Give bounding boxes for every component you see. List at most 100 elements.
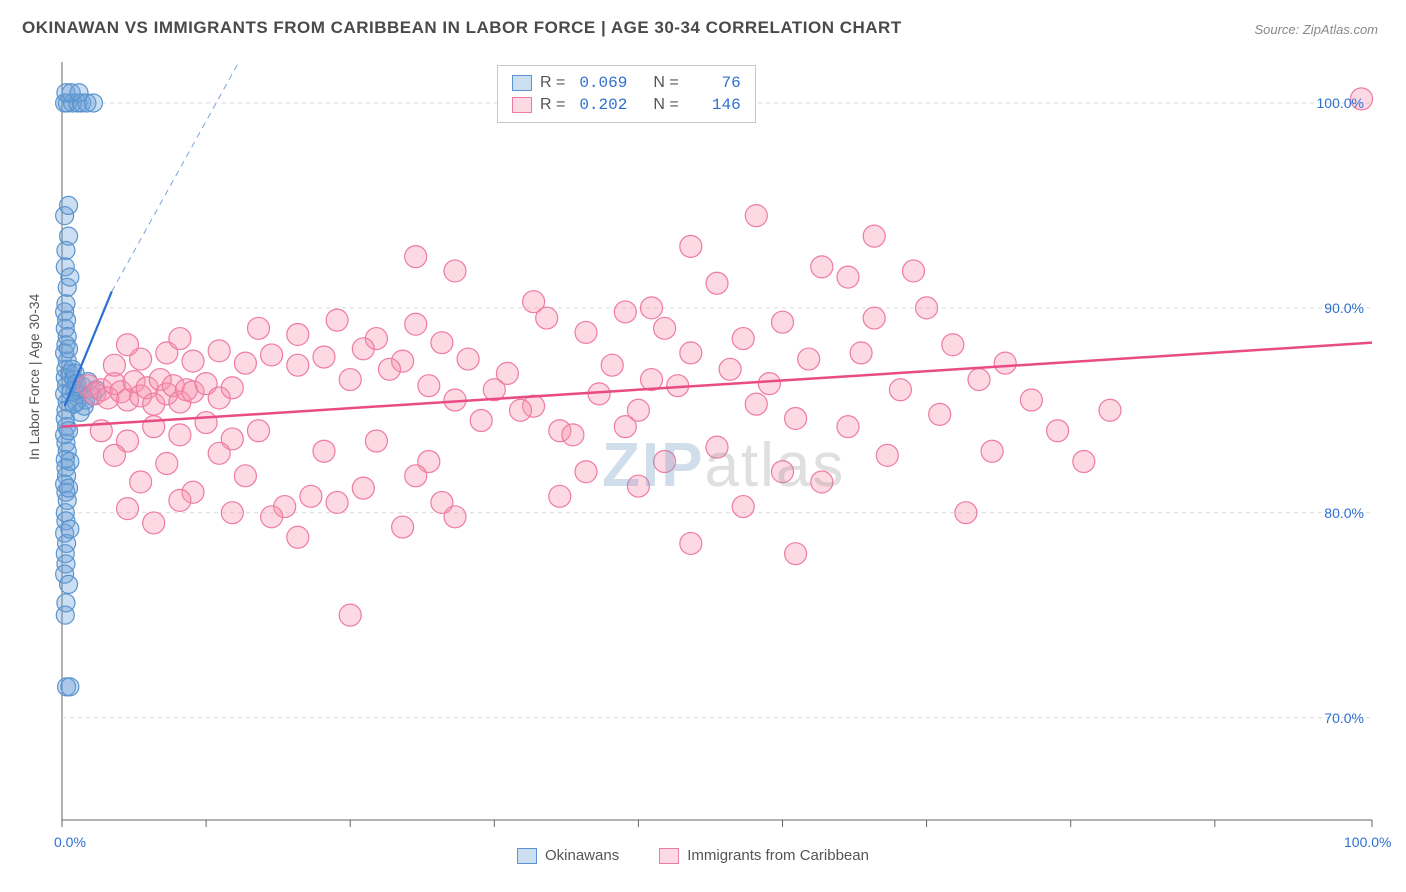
y-axis-label: In Labor Force | Age 30-34	[26, 294, 42, 460]
stats-row-pink: R = 0.202 N = 146	[512, 94, 741, 116]
stats-row-blue: R = 0.069 N = 76	[512, 72, 741, 94]
x-tick-label: 100.0%	[1344, 834, 1391, 850]
data-point-pink	[117, 498, 139, 520]
data-point-pink	[680, 235, 702, 257]
data-point-pink	[470, 410, 492, 432]
data-point-pink	[339, 369, 361, 391]
data-point-blue	[60, 422, 78, 440]
data-point-pink	[103, 354, 125, 376]
data-point-pink	[418, 375, 440, 397]
legend-label-pink: Immigrants from Caribbean	[687, 847, 869, 864]
data-point-blue	[61, 268, 79, 286]
data-point-pink	[208, 340, 230, 362]
data-point-pink	[352, 477, 374, 499]
data-point-pink	[248, 317, 270, 339]
data-point-pink	[287, 323, 309, 345]
data-point-pink	[405, 313, 427, 335]
data-point-pink	[130, 471, 152, 493]
data-point-blue	[60, 227, 78, 245]
data-point-pink	[326, 309, 348, 331]
data-point-pink	[680, 342, 702, 364]
data-point-pink	[221, 502, 243, 524]
y-tick-label: 70.0%	[1324, 710, 1364, 726]
data-point-pink	[1047, 420, 1069, 442]
data-point-pink	[706, 436, 728, 458]
data-point-pink	[562, 424, 584, 446]
data-point-pink	[641, 297, 663, 319]
data-point-pink	[863, 307, 885, 329]
chart-title: OKINAWAN VS IMMIGRANTS FROM CARIBBEAN IN…	[22, 18, 902, 38]
data-point-pink	[745, 205, 767, 227]
data-point-pink	[169, 424, 191, 446]
data-point-blue	[70, 84, 88, 102]
data-point-pink	[169, 489, 191, 511]
x-tick-label: 0.0%	[54, 834, 86, 850]
n-label: N =	[653, 72, 678, 94]
swatch-blue	[512, 75, 532, 91]
data-point-pink	[261, 506, 283, 528]
r-label: R =	[540, 72, 565, 94]
data-point-pink	[758, 373, 780, 395]
legend-item-blue: Okinawans	[517, 847, 619, 864]
data-point-blue	[61, 678, 79, 696]
data-point-pink	[234, 352, 256, 374]
data-point-pink	[221, 377, 243, 399]
data-point-pink	[981, 440, 1003, 462]
data-point-pink	[811, 471, 833, 493]
data-point-pink	[876, 444, 898, 466]
data-point-pink	[772, 461, 794, 483]
bottom-legend: Okinawans Immigrants from Caribbean	[517, 847, 869, 864]
data-point-pink	[1073, 450, 1095, 472]
data-point-pink	[169, 328, 191, 350]
data-point-pink	[942, 334, 964, 356]
data-point-pink	[431, 491, 453, 513]
data-point-pink	[326, 491, 348, 513]
data-point-blue	[60, 196, 78, 214]
data-point-pink	[889, 379, 911, 401]
data-point-pink	[706, 272, 728, 294]
data-point-pink	[785, 543, 807, 565]
data-point-pink	[837, 416, 859, 438]
data-point-pink	[339, 604, 361, 626]
stats-legend-box: R = 0.069 N = 76 R = 0.202 N = 146	[497, 65, 756, 123]
data-point-blue	[60, 575, 78, 593]
data-point-pink	[994, 352, 1016, 374]
data-point-pink	[968, 369, 990, 391]
legend-swatch-blue	[517, 848, 537, 864]
data-point-pink	[287, 526, 309, 548]
data-point-pink	[457, 348, 479, 370]
data-point-pink	[575, 321, 597, 343]
data-point-pink	[745, 393, 767, 415]
data-point-pink	[798, 348, 820, 370]
data-point-pink	[903, 260, 925, 282]
data-point-pink	[313, 346, 335, 368]
y-tick-label: 90.0%	[1324, 300, 1364, 316]
data-point-pink	[510, 399, 532, 421]
legend-item-pink: Immigrants from Caribbean	[659, 847, 869, 864]
r-value-pink: 0.202	[573, 94, 627, 116]
data-point-pink	[182, 350, 204, 372]
n-label: N =	[653, 94, 678, 116]
scatter-chart	[22, 50, 1384, 870]
data-point-pink	[208, 442, 230, 464]
n-value-pink: 146	[687, 94, 741, 116]
chart-container: In Labor Force | Age 30-34 ZIPatlas R = …	[22, 50, 1384, 870]
trend-line-blue-ext	[112, 62, 239, 291]
data-point-pink	[614, 416, 636, 438]
data-point-pink	[614, 301, 636, 323]
data-point-pink	[523, 291, 545, 313]
source-attribution: Source: ZipAtlas.com	[1254, 22, 1378, 37]
swatch-pink	[512, 97, 532, 113]
data-point-pink	[549, 485, 571, 507]
data-point-pink	[732, 328, 754, 350]
y-tick-label: 80.0%	[1324, 505, 1364, 521]
data-point-pink	[431, 332, 453, 354]
data-point-blue	[61, 452, 79, 470]
data-point-pink	[850, 342, 872, 364]
data-point-pink	[837, 266, 859, 288]
legend-label-blue: Okinawans	[545, 847, 619, 864]
data-point-pink	[143, 512, 165, 534]
data-point-pink	[392, 516, 414, 538]
data-point-pink	[444, 260, 466, 282]
data-point-pink	[365, 430, 387, 452]
